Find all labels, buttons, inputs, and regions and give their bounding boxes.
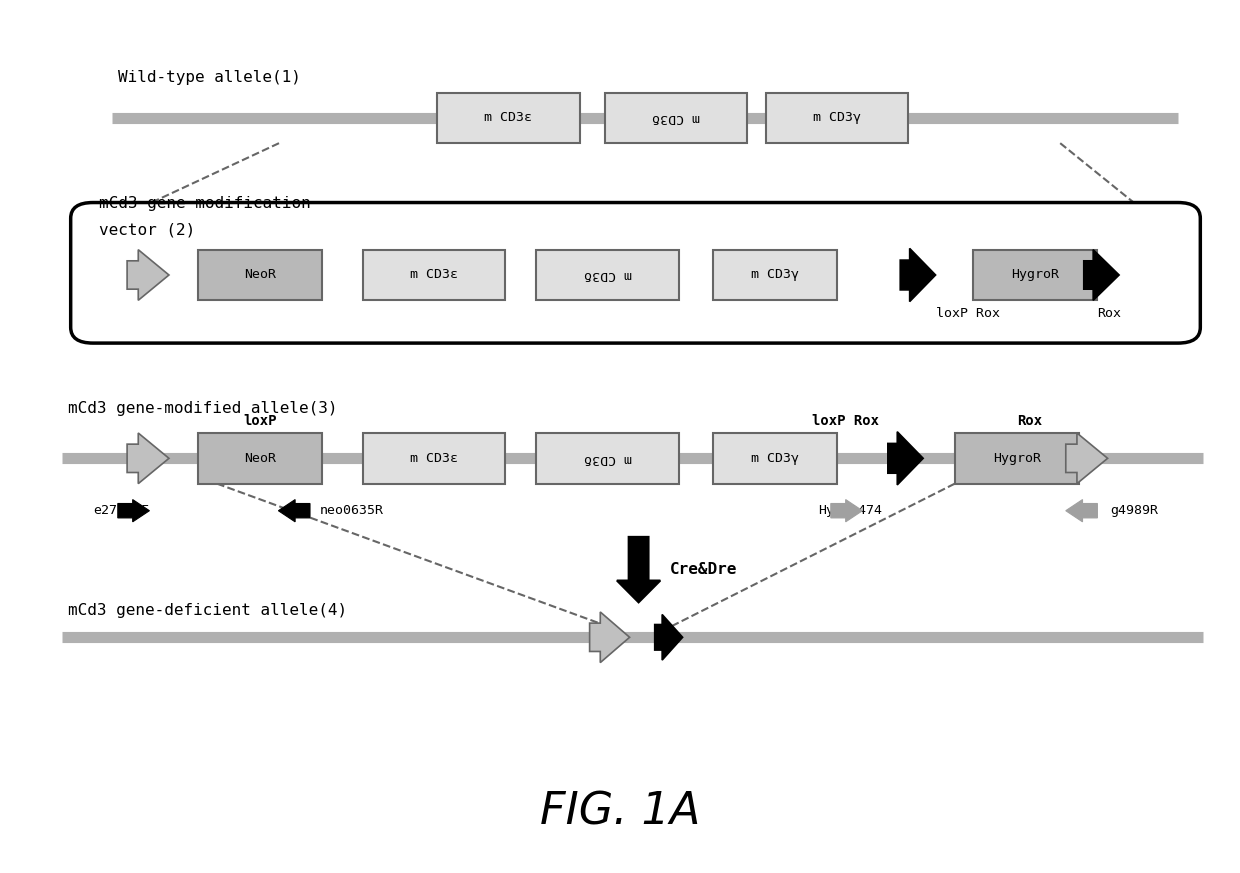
Text: loxP Rox: loxP Rox bbox=[812, 414, 879, 428]
Bar bbox=[536, 250, 680, 300]
Text: NeoR: NeoR bbox=[244, 452, 277, 464]
Bar bbox=[198, 250, 322, 300]
Text: HygroR: HygroR bbox=[1012, 269, 1059, 281]
Text: Rox: Rox bbox=[1017, 414, 1042, 428]
Text: e27248F: e27248F bbox=[93, 505, 149, 517]
Text: m CD3ε: m CD3ε bbox=[410, 269, 458, 281]
Text: neo0635R: neo0635R bbox=[320, 505, 384, 517]
Text: FIG. 1A: FIG. 1A bbox=[539, 790, 701, 834]
Bar bbox=[955, 433, 1079, 484]
Text: Wild-type allele(1): Wild-type allele(1) bbox=[118, 70, 300, 85]
Text: m CD3ε: m CD3ε bbox=[485, 112, 532, 124]
Text: loxP Rox: loxP Rox bbox=[936, 307, 1001, 320]
FancyArrow shape bbox=[589, 612, 630, 663]
Bar bbox=[198, 433, 322, 484]
FancyArrow shape bbox=[618, 537, 660, 602]
Bar bbox=[973, 250, 1097, 300]
Text: HygF1474: HygF1474 bbox=[818, 505, 883, 517]
Text: NeoR: NeoR bbox=[244, 269, 277, 281]
FancyArrow shape bbox=[128, 250, 169, 300]
Text: mCd3 gene modification: mCd3 gene modification bbox=[99, 196, 311, 211]
FancyArrow shape bbox=[118, 499, 149, 522]
Text: Rox: Rox bbox=[1097, 307, 1121, 320]
Text: m CD3ε: m CD3ε bbox=[410, 452, 458, 464]
FancyArrow shape bbox=[900, 249, 935, 301]
Text: m CD3γ: m CD3γ bbox=[813, 112, 861, 124]
Bar bbox=[713, 433, 837, 484]
Bar bbox=[536, 433, 680, 484]
Text: m CD3δ: m CD3δ bbox=[652, 112, 699, 124]
Bar bbox=[362, 433, 506, 484]
Bar bbox=[713, 250, 837, 300]
Bar bbox=[605, 93, 746, 143]
Text: g4989R: g4989R bbox=[1110, 505, 1158, 517]
FancyArrow shape bbox=[1066, 433, 1107, 484]
FancyArrow shape bbox=[278, 499, 310, 522]
FancyArrow shape bbox=[655, 615, 682, 660]
FancyArrow shape bbox=[888, 432, 923, 485]
Bar bbox=[766, 93, 908, 143]
Text: m CD3γ: m CD3γ bbox=[751, 269, 799, 281]
Bar bbox=[362, 250, 506, 300]
Bar bbox=[436, 93, 579, 143]
Text: vector (2): vector (2) bbox=[99, 223, 196, 237]
FancyArrow shape bbox=[1084, 250, 1118, 300]
Text: loxP: loxP bbox=[243, 414, 278, 428]
FancyArrow shape bbox=[1065, 499, 1097, 522]
Text: mCd3 gene-modified allele(3): mCd3 gene-modified allele(3) bbox=[68, 402, 337, 416]
FancyArrow shape bbox=[831, 499, 863, 522]
Text: mCd3 gene-deficient allele(4): mCd3 gene-deficient allele(4) bbox=[68, 603, 347, 618]
Text: m CD3γ: m CD3γ bbox=[751, 452, 799, 464]
FancyArrow shape bbox=[128, 433, 169, 484]
FancyBboxPatch shape bbox=[71, 203, 1200, 343]
Text: m CD3δ: m CD3δ bbox=[584, 452, 631, 464]
Text: Cre&Dre: Cre&Dre bbox=[670, 561, 737, 577]
Text: HygroR: HygroR bbox=[993, 452, 1040, 464]
Text: m CD3δ: m CD3δ bbox=[584, 269, 631, 281]
